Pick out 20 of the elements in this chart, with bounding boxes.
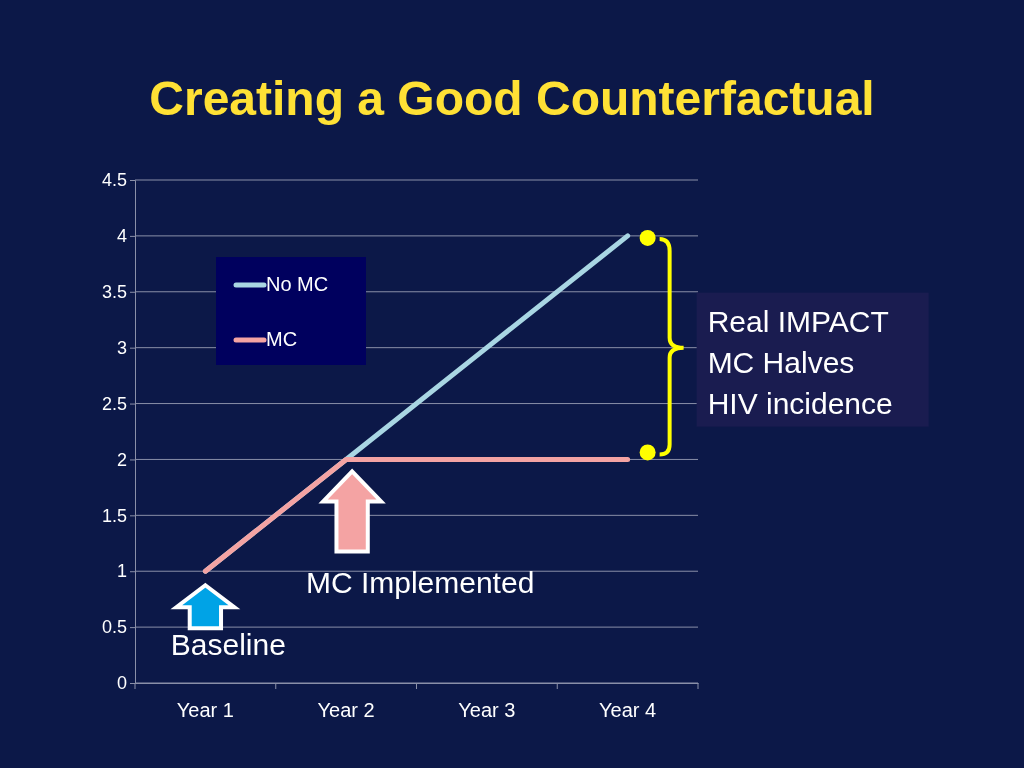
y-tick-label: 1 — [116, 561, 127, 582]
y-tick-label: 4 — [116, 226, 127, 247]
annotation: Baseline — [170, 628, 286, 662]
legend-label: MC — [266, 328, 298, 350]
y-tick-label: 0.5 — [101, 617, 127, 638]
y-tick-label: 2.5 — [101, 393, 127, 414]
x-tick-label: Year 4 — [599, 699, 657, 722]
x-tick-label: Year 1 — [176, 699, 234, 722]
y-tick-label: 0 — [116, 673, 127, 694]
text: Real IMPACT MC Halves HIV incidence — [707, 304, 893, 420]
y-tick-label: 4.5 — [101, 170, 127, 191]
annotation: MC Implemented — [305, 566, 535, 600]
y-tick-label: 1.5 — [101, 505, 127, 526]
chart-title: Creating a Good Counterfactual — [149, 72, 875, 125]
legend-label: No MC — [266, 273, 329, 295]
y-tick-label: 3.5 — [101, 282, 127, 303]
x-tick-label: Year 2 — [317, 699, 375, 722]
y-tick-label: 2 — [116, 449, 127, 470]
y-tick-label: 3 — [116, 337, 127, 358]
x-tick-label: Year 3 — [458, 699, 516, 722]
